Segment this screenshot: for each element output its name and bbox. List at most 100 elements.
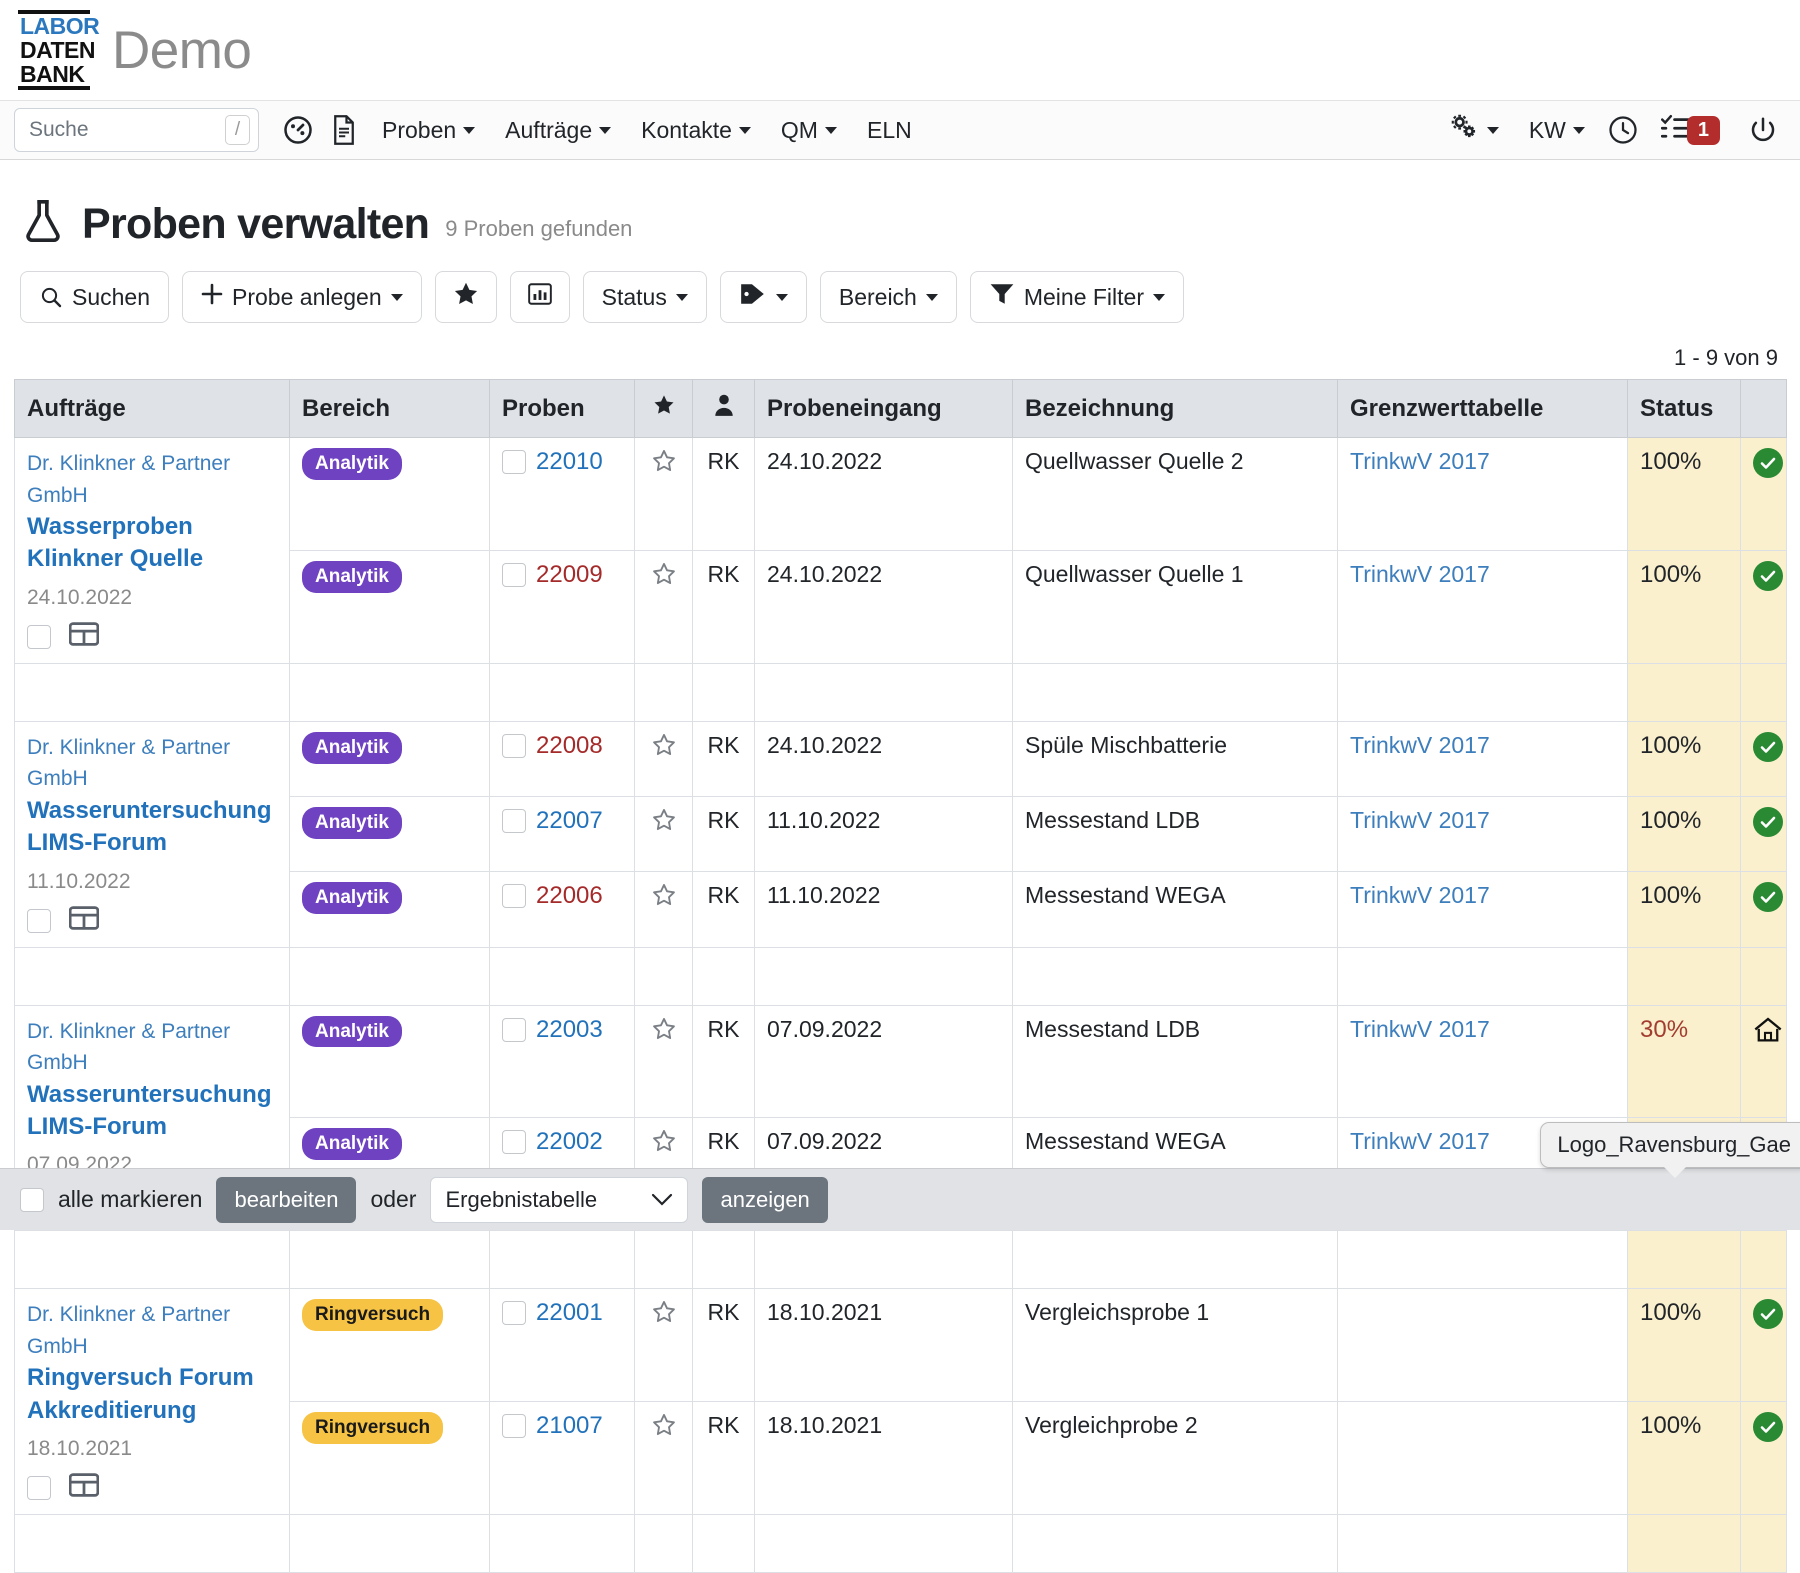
document-icon[interactable] — [321, 107, 367, 153]
sample-number-link[interactable]: 22003 — [536, 1016, 603, 1044]
edit-button[interactable]: bearbeiten — [216, 1177, 356, 1223]
cell-favorite[interactable] — [635, 797, 693, 872]
sample-checkbox[interactable] — [502, 1130, 526, 1154]
star-outline-icon[interactable] — [651, 454, 677, 479]
order-select-checkbox[interactable] — [27, 1476, 51, 1500]
chevron-down-icon — [391, 294, 403, 301]
col-header-person[interactable] — [693, 380, 755, 438]
favorites-filter-button[interactable] — [435, 271, 497, 323]
col-header-status[interactable]: Status — [1628, 380, 1741, 438]
order-select-checkbox[interactable] — [27, 909, 51, 933]
table-grid-icon[interactable] — [69, 1472, 99, 1504]
star-outline-icon[interactable] — [651, 738, 677, 763]
col-header-star[interactable] — [635, 380, 693, 438]
limit-table-link[interactable]: TrinkwV 2017 — [1350, 1016, 1490, 1042]
cell-favorite[interactable] — [635, 1289, 693, 1402]
order-select-checkbox[interactable] — [27, 625, 51, 649]
status-filter-button[interactable]: Status — [583, 271, 707, 323]
col-header-grenzwerttabelle[interactable]: Grenzwerttabelle — [1338, 380, 1628, 438]
sample-number-link[interactable]: 22009 — [536, 561, 603, 589]
cell-favorite[interactable] — [635, 438, 693, 551]
order-customer: Dr. Klinkner & Partner GmbH — [27, 1016, 277, 1079]
show-button[interactable]: anzeigen — [702, 1177, 827, 1223]
sample-number-link[interactable]: 22010 — [536, 448, 603, 476]
order-name-link[interactable]: Wasserproben Klinkner Quelle — [27, 511, 277, 576]
table-grid-icon[interactable] — [69, 621, 99, 653]
nav-item-qm[interactable]: QM — [766, 107, 852, 153]
nav-item-proben[interactable]: Proben — [367, 107, 490, 153]
limit-table-link[interactable]: TrinkwV 2017 — [1350, 448, 1490, 474]
search-input[interactable] — [14, 108, 259, 152]
or-label: oder — [370, 1186, 416, 1213]
cell-favorite[interactable] — [635, 1005, 693, 1118]
limit-table-link[interactable]: TrinkwV 2017 — [1350, 1128, 1490, 1154]
order-name-link[interactable]: Ringversuch Forum Akkreditierung — [27, 1362, 277, 1427]
nav-item-eln[interactable]: ELN — [852, 107, 927, 153]
star-outline-icon[interactable] — [651, 1022, 677, 1047]
col-header-bereich[interactable]: Bereich — [290, 380, 490, 438]
star-outline-icon[interactable] — [651, 888, 677, 913]
my-filters-button[interactable]: Meine Filter — [970, 271, 1184, 323]
limit-table-link[interactable]: TrinkwV 2017 — [1350, 807, 1490, 833]
star-outline-icon[interactable] — [651, 1418, 677, 1443]
tag-filter-button[interactable] — [720, 271, 807, 323]
clock-icon[interactable] — [1600, 107, 1646, 153]
col-header-probeneingang[interactable]: Probeneingang — [755, 380, 1013, 438]
sample-number-link[interactable]: 22002 — [536, 1128, 603, 1156]
sample-number-link[interactable]: 22006 — [536, 882, 603, 910]
cell-favorite[interactable] — [635, 1402, 693, 1515]
star-outline-icon[interactable] — [651, 813, 677, 838]
sample-checkbox[interactable] — [502, 563, 526, 587]
select-all-checkbox[interactable] — [20, 1188, 44, 1212]
sample-checkbox[interactable] — [502, 1414, 526, 1438]
table-body: Dr. Klinkner & Partner GmbH Wasserproben … — [15, 438, 1787, 1573]
sample-checkbox[interactable] — [502, 450, 526, 474]
power-icon[interactable] — [1740, 107, 1786, 153]
bereich-badge: Analytik — [302, 448, 402, 480]
col-header-proben[interactable]: Proben — [490, 380, 635, 438]
spacer-cell — [15, 663, 290, 721]
limit-table-link[interactable]: TrinkwV 2017 — [1350, 882, 1490, 908]
export-format-select[interactable]: Ergebnistabelle — [430, 1177, 688, 1223]
nav-item-auftraege[interactable]: Aufträge — [490, 107, 626, 153]
cell-favorite[interactable] — [635, 550, 693, 663]
cell-user: RK — [693, 721, 755, 796]
sample-checkbox[interactable] — [502, 1018, 526, 1042]
tasks-menu[interactable]: 1 — [1646, 107, 1726, 153]
spacer-cell — [693, 947, 755, 1005]
order-name-link[interactable]: Wasseruntersuchung LIMS-Forum — [27, 795, 277, 860]
star-outline-icon[interactable] — [651, 1134, 677, 1159]
search-button[interactable]: Suchen — [20, 271, 169, 323]
sample-checkbox[interactable] — [502, 1301, 526, 1325]
sample-checkbox[interactable] — [502, 884, 526, 908]
col-header-auftraege[interactable]: Aufträge — [15, 380, 290, 438]
star-outline-icon[interactable] — [651, 567, 677, 592]
nav-item-kontakte[interactable]: Kontakte — [626, 107, 766, 153]
order-name-link[interactable]: Wasseruntersuchung LIMS-Forum — [27, 1079, 277, 1144]
limit-table-link[interactable]: TrinkwV 2017 — [1350, 732, 1490, 758]
statistics-button[interactable] — [510, 271, 570, 323]
settings-menu[interactable] — [1435, 107, 1514, 153]
kw-menu[interactable]: KW — [1514, 107, 1600, 153]
cell-favorite[interactable] — [635, 721, 693, 796]
cell-favorite[interactable] — [635, 872, 693, 947]
create-sample-button[interactable]: Probe anlegen — [182, 271, 422, 323]
sample-number-link[interactable]: 21007 — [536, 1412, 603, 1440]
dashboard-icon[interactable] — [275, 107, 321, 153]
star-outline-icon[interactable] — [651, 1305, 677, 1330]
sample-checkbox[interactable] — [502, 809, 526, 833]
bereich-filter-button[interactable]: Bereich — [820, 271, 957, 323]
app-logo[interactable]: LABOR DATEN BANK — [18, 10, 90, 90]
sample-number-link[interactable]: 22007 — [536, 807, 603, 835]
limit-table-link[interactable]: TrinkwV 2017 — [1350, 561, 1490, 587]
sample-number-link[interactable]: 22008 — [536, 732, 603, 760]
sample-number-link[interactable]: 22001 — [536, 1299, 603, 1327]
cell-status-percent: 100% — [1628, 1402, 1741, 1515]
sample-checkbox[interactable] — [502, 734, 526, 758]
col-header-bezeichnung[interactable]: Bezeichnung — [1013, 380, 1338, 438]
table-grid-icon[interactable] — [69, 905, 99, 937]
